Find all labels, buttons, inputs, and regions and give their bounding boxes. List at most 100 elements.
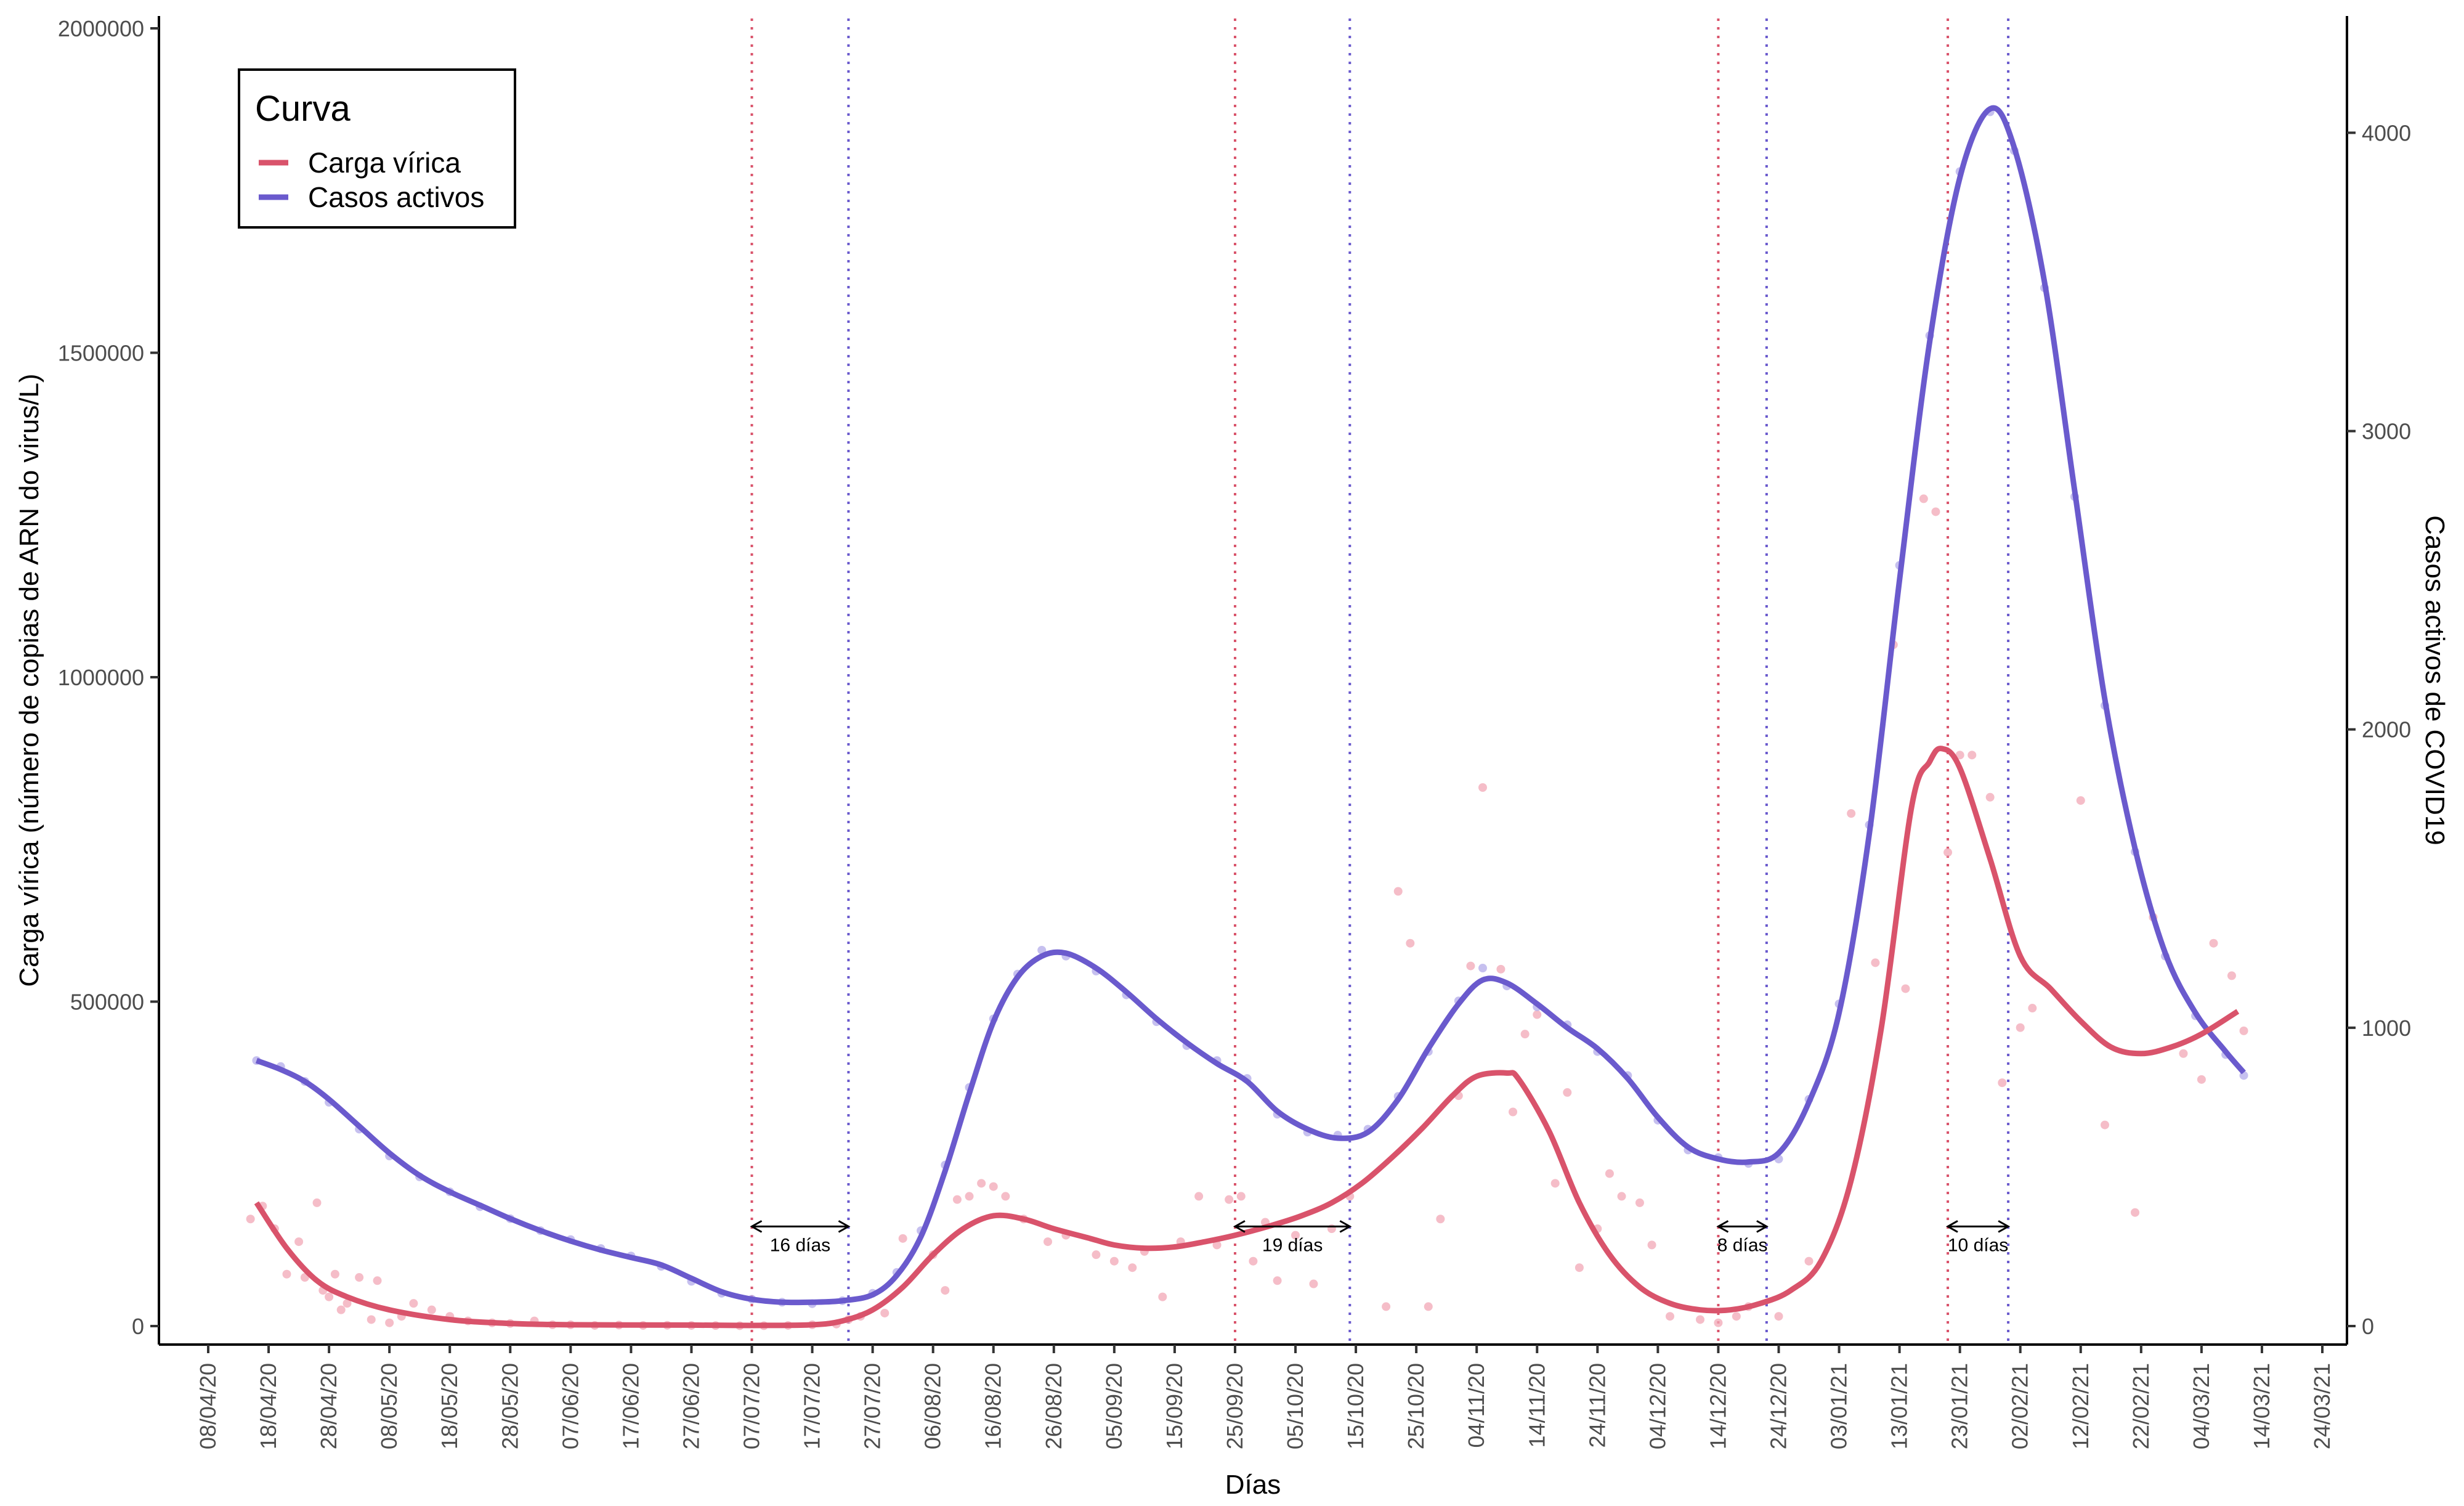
x-tick-label: 17/06/20 [618,1363,643,1449]
viral-point [1309,1279,1318,1288]
viral-point [1478,783,1488,792]
viral-point [1647,1240,1656,1250]
legend: Curva Carga vírica Casos activos [238,68,516,229]
viral-point [1001,1192,1010,1201]
viral-point [965,1192,974,1201]
x-tick-label: 23/01/21 [1947,1363,1972,1449]
x-tick-label: 17/07/20 [800,1363,825,1449]
viral-point [1249,1256,1258,1266]
x-tick-label: 08/05/20 [376,1363,402,1449]
viral-point [2016,1023,2025,1032]
x-tick-label: 16/08/20 [981,1363,1006,1449]
annotation-arrowhead-left [1945,1220,1958,1233]
viral-point [1212,1240,1222,1250]
y-left-tick-label: 1000000 [58,665,144,690]
viral-point [427,1305,436,1314]
viral-point [1605,1169,1614,1178]
y-left-tick-label: 2000000 [58,16,144,41]
y-axis-left-label: Carga vírica (número de copias de ARN do… [14,373,44,987]
viral-point [1550,1179,1560,1188]
viral-point [2076,796,2085,805]
x-tick-label: 05/09/20 [1101,1363,1127,1449]
viral-point [330,1269,339,1279]
viral-point [1617,1192,1626,1201]
x-tick-label: 27/07/20 [860,1363,885,1449]
viral-point [1225,1195,1234,1204]
viral-point [989,1182,998,1191]
x-tick-label: 04/03/21 [2189,1363,2214,1449]
y-right-tick-label: 1000 [2362,1016,2411,1041]
x-tick-label: 14/03/21 [2249,1363,2274,1449]
x-tick-label: 15/10/20 [1343,1363,1368,1449]
viral-point [1128,1263,1137,1272]
viral-point [2197,1075,2206,1084]
annotation-arrowhead-left [750,1220,763,1233]
x-tick-label: 14/11/20 [1524,1363,1549,1447]
x-tick-label: 07/07/20 [739,1363,764,1449]
x-tick-label: 03/01/21 [1826,1363,1852,1449]
viral-point [941,1286,950,1295]
legend-title: Curva [255,89,351,129]
annotation-label: 16 días [770,1235,830,1255]
viral-point [385,1318,394,1327]
viral-point [1382,1302,1391,1311]
annotation-arrowhead-right [1756,1220,1769,1233]
y-right-tick-label: 4000 [2362,120,2411,145]
x-tick-label: 25/09/20 [1222,1363,1247,1449]
x-tick-label: 06/08/20 [920,1363,946,1449]
y-axis-right-label: Casos activos de COVID19 [2420,515,2450,845]
viral-point [1291,1231,1300,1240]
viral-point [1714,1318,1723,1327]
cases-curve [255,105,2246,1306]
x-tick-label: 02/02/21 [2008,1363,2033,1449]
x-tick-label: 08/04/20 [195,1363,221,1449]
x-tick-label: 15/09/20 [1162,1363,1187,1449]
x-tick-label: 18/04/20 [256,1363,281,1449]
peak-lines [750,18,2010,1345]
viral-point [2028,1004,2037,1013]
y-right-tick-label: 2000 [2362,717,2411,743]
x-tick-label: 24/11/20 [1584,1363,1610,1447]
viral-point [342,1299,352,1308]
viral-point [952,1195,962,1204]
legend-label-viral: Carga vírica [308,147,461,179]
viral-point [1406,938,1415,948]
x-tick-label: 25/10/20 [1403,1363,1429,1449]
viral-point [898,1234,907,1243]
viral-point [2179,1049,2188,1058]
annotation-label: 10 días [1948,1235,2008,1255]
viral-point [325,1292,334,1301]
viral-point [1509,1107,1518,1117]
x-tick-label: 13/01/21 [1887,1363,1912,1449]
viral-point [1943,848,1953,857]
viral-point [1665,1312,1674,1321]
viral-point [409,1299,418,1308]
x-tick-label: 07/06/20 [557,1363,583,1449]
axes: 0 500000 1000000 1500000 2000000 0 1000 2000 300… [58,16,2411,1449]
x-tick-label: 24/12/20 [1765,1363,1791,1449]
viral-point [1194,1192,1204,1201]
viral-point [2209,938,2218,948]
viral-point [1871,958,1880,967]
x-tick-label: 04/12/20 [1645,1363,1670,1449]
viral-point [2227,971,2236,980]
x-axis-label: Días [1225,1470,1281,1500]
annotation-arrowhead-left [1233,1220,1246,1233]
viral-point [1919,494,1928,503]
viral-point [1436,1215,1445,1224]
viral-point [1901,984,1910,993]
viral-point [2131,1208,2140,1217]
viral-point [246,1215,255,1224]
viral-point [1092,1250,1101,1260]
viral-point [1955,751,1964,760]
viral-point [1635,1198,1644,1207]
x-tick-label: 26/08/20 [1041,1363,1066,1449]
viral-point [1424,1302,1433,1311]
x-tick-label: 28/04/20 [316,1363,341,1449]
annotation-arrowhead-left [1716,1220,1729,1233]
viral-point [1998,1078,2007,1088]
viral-point [1393,887,1403,896]
viral-point [1520,1030,1530,1039]
